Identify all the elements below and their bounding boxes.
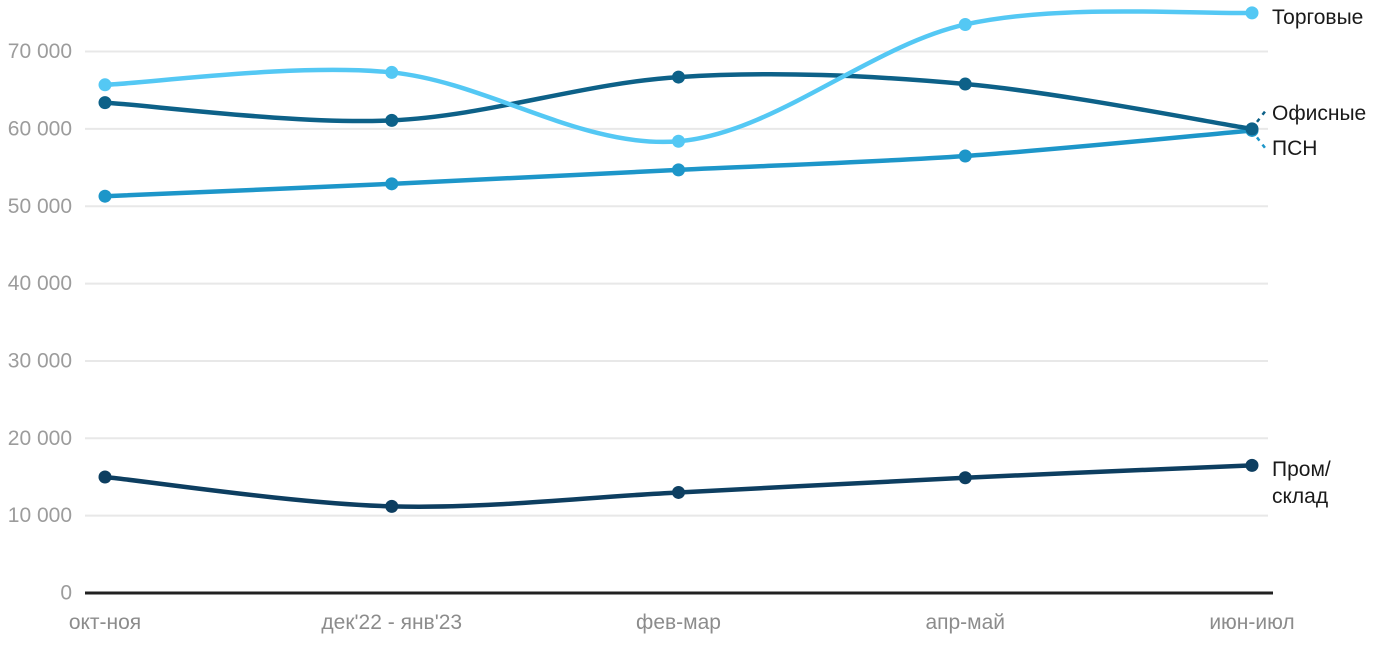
gridlines — [85, 50, 1268, 517]
x-tick-label-0: окт-ноя — [69, 611, 141, 634]
series-label-psn: ПСН — [1272, 137, 1318, 160]
y-tick-label-40000: 40 000 — [8, 272, 72, 295]
data-point-torgovye-2[interactable] — [672, 134, 685, 148]
data-point-ofisnye-0[interactable] — [98, 96, 112, 110]
series-torgovye — [98, 6, 1259, 148]
data-point-prom-sklad-2[interactable] — [672, 485, 685, 499]
y-tick-label-60000: 60 000 — [8, 117, 72, 140]
y-tick-label-30000: 30 000 — [8, 349, 72, 372]
series-label-prom-sklad: Пром/ склад — [1272, 458, 1331, 508]
data-point-prom-sklad-3[interactable] — [958, 471, 972, 485]
series-prom-sklad — [98, 458, 1259, 513]
data-point-prom-sklad-1[interactable] — [385, 499, 399, 513]
leader-line-ofisnye — [1256, 108, 1268, 123]
series-label-torgovye: Торговые — [1272, 6, 1364, 29]
data-point-prom-sklad-4[interactable] — [1245, 458, 1259, 472]
y-tick-label-10000: 10 000 — [8, 504, 72, 527]
data-point-psn-2[interactable] — [672, 163, 685, 177]
data-point-psn-0[interactable] — [98, 189, 112, 203]
series-ofisnye — [98, 70, 1259, 136]
data-point-psn-1[interactable] — [385, 177, 399, 191]
leader-line-psn — [1256, 136, 1268, 152]
y-axis-labels: 0 10 000 20 000 30 000 40 000 50 000 60 000 70 … — [8, 40, 72, 604]
data-point-ofisnye-1[interactable] — [385, 113, 399, 127]
label-leader-lines — [1256, 108, 1268, 152]
y-tick-label-50000: 50 000 — [8, 195, 72, 218]
data-point-ofisnye-3[interactable] — [958, 77, 972, 91]
x-tick-label-3: апр-май — [925, 611, 1005, 634]
data-point-ofisnye-4[interactable] — [1245, 122, 1259, 136]
data-point-torgovye-3[interactable] — [958, 17, 972, 31]
data-point-torgovye-4[interactable] — [1245, 6, 1259, 20]
series-label-ofisnye: Офисные — [1272, 102, 1367, 125]
y-tick-label-20000: 20 000 — [8, 427, 72, 450]
x-tick-label-2: фев-мар — [636, 611, 721, 634]
y-tick-label-70000: 70 000 — [8, 40, 72, 63]
data-point-prom-sklad-0[interactable] — [98, 470, 112, 484]
x-tick-label-1: дек'22 - янв'23 — [321, 611, 462, 634]
data-point-torgovye-1[interactable] — [385, 65, 399, 79]
data-point-psn-3[interactable] — [958, 149, 972, 163]
data-point-torgovye-0[interactable] — [98, 78, 112, 92]
data-point-ofisnye-2[interactable] — [672, 70, 685, 84]
x-axis-labels: окт-ноя дек'22 - янв'23 фев-мар апр-май июн-… — [69, 611, 1295, 634]
x-tick-label-4: июн-июл — [1209, 611, 1294, 634]
y-tick-label-0: 0 — [60, 582, 72, 605]
